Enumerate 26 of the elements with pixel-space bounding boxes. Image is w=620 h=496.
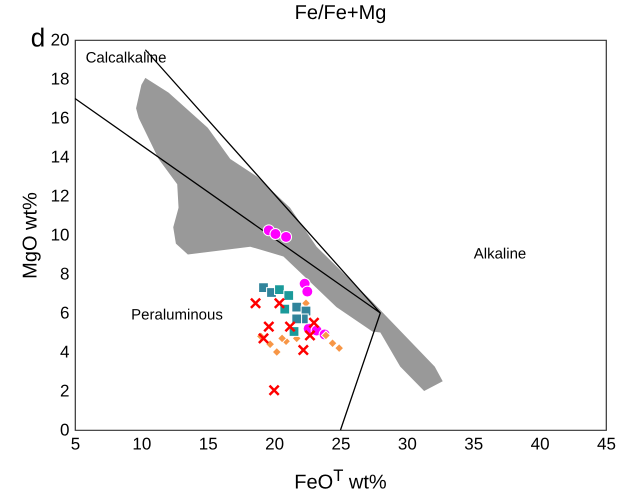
y-tick-label: 4 — [60, 342, 70, 362]
y-tick-label: 20 — [50, 30, 70, 50]
x-tick-label: 25 — [332, 434, 350, 454]
x-tick-label: 45 — [597, 434, 616, 454]
y-tick-label: 2 — [60, 382, 70, 400]
x-axis-title: FeO$^{T}$ wt% — [293, 466, 388, 495]
x-tick-label: 5 — [70, 434, 80, 454]
annotation: Peraluminous — [131, 306, 223, 324]
y-tick-label: 8 — [60, 264, 70, 284]
x-tick-label: 10 — [132, 434, 152, 454]
x-tick-label: 35 — [464, 434, 484, 454]
x-tick-label: 20 — [265, 434, 284, 454]
y-tick-label: 14 — [50, 148, 70, 166]
y-tick-label: 0 — [60, 420, 70, 440]
y-tick-label: 12 — [50, 186, 70, 206]
y-tick-label: 16 — [50, 108, 70, 128]
text: d — [30, 22, 46, 54]
x-tick-label: 30 — [398, 434, 417, 454]
y-tick-label: 18 — [50, 70, 70, 88]
y-tick-label: 10 — [50, 226, 70, 244]
x-tick-label: 15 — [198, 434, 218, 454]
x-tick-label: 40 — [530, 434, 550, 454]
y-tick-label: 6 — [60, 304, 70, 322]
annotation: Alkaline — [474, 246, 526, 262]
chart-title: Fe/Fe+Mg — [294, 2, 386, 24]
y-axis-title: MgO wt% — [20, 192, 42, 279]
